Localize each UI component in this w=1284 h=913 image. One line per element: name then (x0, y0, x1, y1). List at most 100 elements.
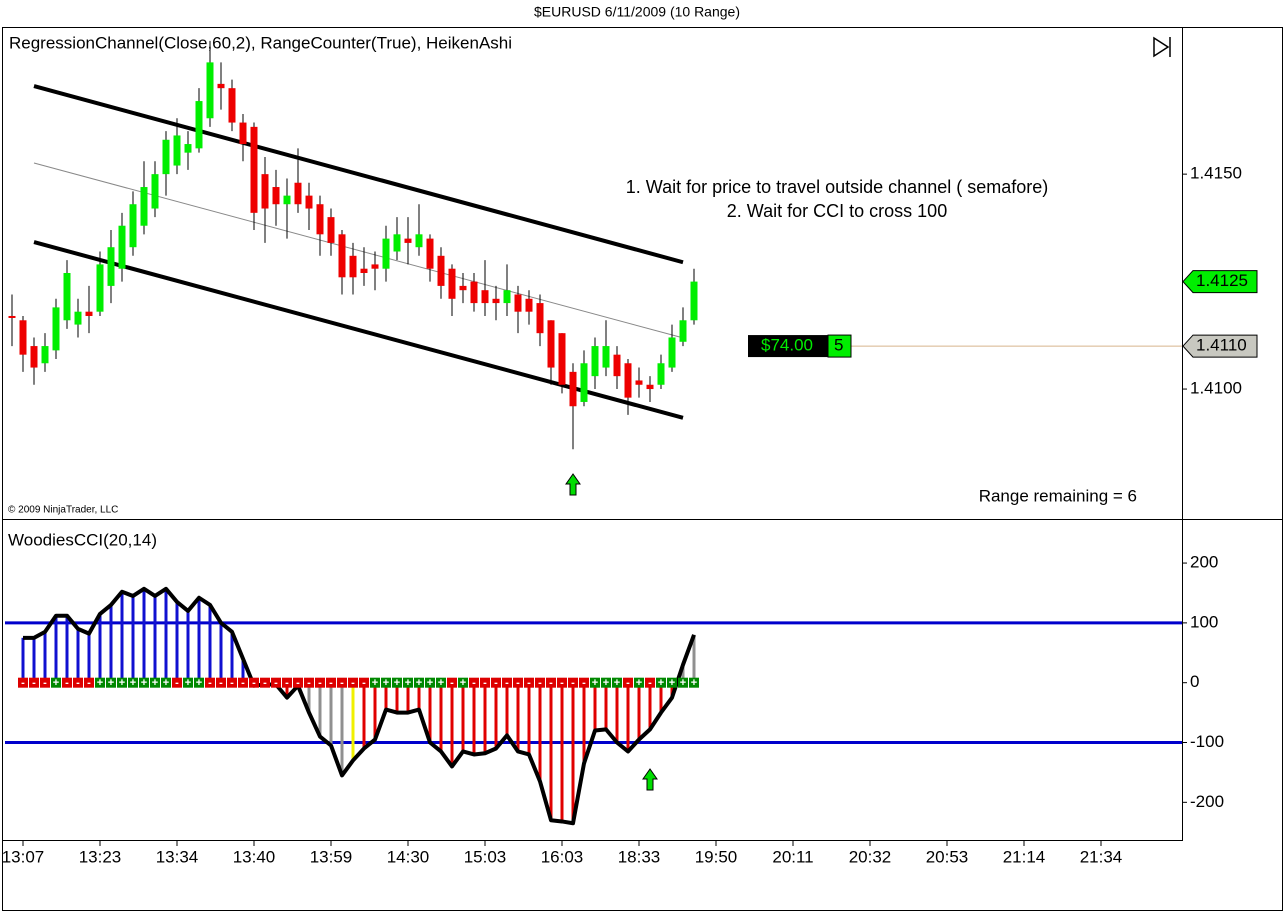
zero-line-marker (568, 677, 578, 688)
quantity-label: 5 (834, 336, 843, 355)
zero-line-sign: - (582, 677, 586, 689)
y-tick-label: 0 (1190, 672, 1199, 691)
position-label: 1.4110 (1196, 336, 1247, 355)
candle-body (668, 337, 676, 368)
play-button[interactable] (1153, 36, 1171, 58)
candle-body (536, 303, 544, 334)
candle-body (415, 234, 423, 248)
zero-line-marker (29, 677, 39, 688)
signal-arrow (642, 768, 658, 791)
x-tick-label: 20:32 (849, 847, 892, 866)
zero-line-sign: - (318, 677, 322, 689)
candle-body (107, 247, 115, 286)
zero-line-marker (51, 677, 61, 688)
zero-line-marker (216, 677, 226, 688)
x-tick-label: 13:23 (79, 847, 122, 866)
zero-line-sign: - (230, 677, 234, 689)
zero-line-marker (579, 677, 589, 688)
zero-line-marker (436, 677, 446, 688)
zero-line-sign: - (21, 677, 25, 689)
price-panel-title: RegressionChannel(Close,60,2), RangeCoun… (9, 33, 512, 52)
candle-body (52, 307, 60, 351)
x-tick-label: 21:14 (1003, 847, 1046, 866)
zero-line-marker (535, 677, 545, 688)
candle-body (272, 187, 280, 205)
zero-line-marker (18, 677, 28, 688)
zero-line-marker (337, 677, 347, 688)
candle-body (294, 182, 302, 205)
zero-line-marker (73, 677, 83, 688)
zero-line-marker (117, 677, 127, 688)
candle-body (514, 294, 522, 312)
candle-body (63, 273, 71, 321)
candle-body (184, 144, 192, 153)
zero-line-sign: - (494, 677, 498, 689)
zero-line-sign: + (416, 677, 422, 689)
zero-line-sign: + (130, 677, 136, 689)
candle-body (305, 195, 313, 209)
zero-line-marker (678, 677, 688, 688)
y-tick-label: -100 (1190, 732, 1224, 751)
zero-line-sign: - (351, 677, 355, 689)
candle-body (657, 363, 665, 385)
x-tick-label: 20:53 (926, 847, 969, 866)
zero-line-marker (95, 677, 105, 688)
zero-line-marker (601, 677, 611, 688)
zero-line-sign: - (285, 677, 289, 689)
x-tick-label: 18:33 (618, 847, 661, 866)
zero-line-sign: - (65, 677, 69, 689)
zero-line-marker (62, 677, 72, 688)
zero-line-marker (227, 677, 237, 688)
candle-body (360, 268, 368, 273)
candle-body (8, 315, 16, 318)
zero-line-sign: - (329, 677, 333, 689)
zero-line-sign: + (53, 677, 59, 689)
zero-line-marker (205, 677, 215, 688)
zero-line-marker (172, 677, 182, 688)
annotation: 1. Wait for price to travel outside chan… (626, 177, 1049, 197)
zero-line-sign: + (141, 677, 147, 689)
candle-body (173, 135, 181, 166)
zero-line-sign: - (549, 677, 553, 689)
zero-line-sign: - (274, 677, 278, 689)
zero-line-sign: + (427, 677, 433, 689)
zero-line-marker (326, 677, 336, 688)
candle-body (602, 346, 610, 368)
zero-line-marker (667, 677, 677, 688)
zero-line-marker (590, 677, 600, 688)
zero-line-sign: - (560, 677, 564, 689)
zero-line-sign: - (450, 677, 454, 689)
zero-line-marker (282, 677, 292, 688)
zero-line-sign: - (505, 677, 509, 689)
zero-line-marker (304, 677, 314, 688)
zero-line-marker (513, 677, 523, 688)
zero-line-sign: + (658, 677, 664, 689)
zero-line-marker (425, 677, 435, 688)
zero-line-sign: - (538, 677, 542, 689)
x-tick-label: 13:34 (156, 847, 199, 866)
candle-body (206, 62, 214, 119)
y-tick-label: 100 (1190, 612, 1218, 631)
zero-line-sign: - (527, 677, 531, 689)
candle-body (85, 311, 93, 316)
candle-body (690, 281, 698, 321)
x-tick-label: 13:59 (310, 847, 353, 866)
zero-line-marker (502, 677, 512, 688)
zero-line-marker (194, 677, 204, 688)
zero-line-marker (348, 677, 358, 688)
zero-line-marker (128, 677, 138, 688)
candle-body (481, 290, 489, 304)
zero-line-sign: + (460, 677, 466, 689)
zero-line-sign: + (108, 677, 114, 689)
zero-line-sign: - (241, 677, 245, 689)
cci-panel-title: WoodiesCCI(20,14) (8, 530, 157, 549)
zero-line-marker (183, 677, 193, 688)
zero-line-sign: - (87, 677, 91, 689)
zero-line-sign: - (648, 677, 652, 689)
candle-body (569, 371, 577, 407)
zero-line-sign: - (571, 677, 575, 689)
zero-line-sign: - (32, 677, 36, 689)
zero-line-marker (612, 677, 622, 688)
channel-line (33, 84, 684, 265)
